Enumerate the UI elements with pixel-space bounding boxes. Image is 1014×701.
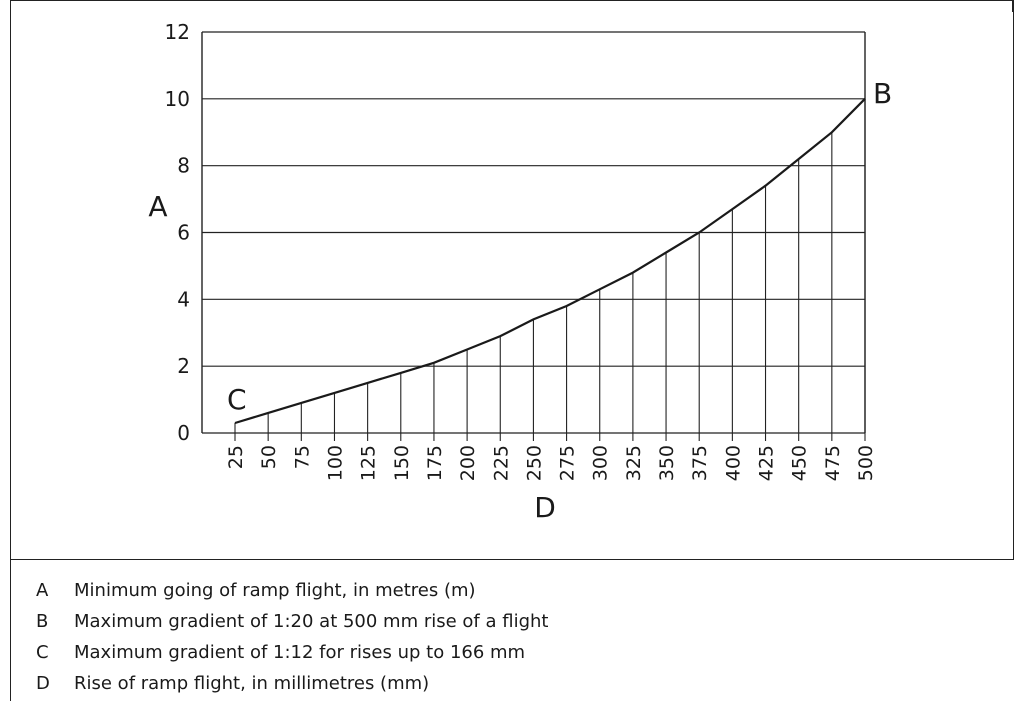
data-line	[234, 98, 866, 425]
legend-key: A	[36, 580, 49, 601]
x-tick-label: 375	[689, 445, 711, 481]
y-tick-label: 4	[177, 287, 190, 311]
y-tick-label: 0	[177, 421, 190, 445]
legend: A Minimum going of ramp flight, in metre…	[36, 575, 996, 699]
x-tick-label: 175	[424, 445, 446, 481]
x-tick-label: 250	[523, 445, 545, 481]
legend-text: Maximum gradient of 1:12 for rises up to…	[74, 642, 526, 663]
legend-key: D	[36, 673, 50, 694]
y-axis-label: A	[148, 190, 167, 223]
y-tick-label: 6	[177, 221, 190, 245]
x-tick-label: 200	[457, 445, 479, 481]
x-tick-label: 275	[557, 445, 579, 481]
legend-key: B	[36, 611, 49, 632]
legend-row-d: D Rise of ramp flight, in millimetres (m…	[36, 668, 996, 699]
x-axis-label: D	[534, 491, 556, 524]
x-tick-label: 225	[490, 445, 512, 481]
legend-text: Maximum gradient of 1:20 at 500 mm rise …	[74, 611, 549, 632]
y-tick-label: 2	[177, 354, 190, 378]
x-tick-label: 50	[258, 445, 280, 469]
y-tick-label: 10	[165, 87, 190, 111]
x-tick-label: 400	[722, 445, 744, 481]
x-tick-label: 300	[590, 445, 612, 481]
x-tick-label: 75	[291, 445, 313, 469]
legend-text: Rise of ramp flight, in millimetres (mm)	[74, 673, 430, 694]
x-tick-label: 350	[656, 445, 678, 481]
x-tick-label: 150	[391, 445, 413, 481]
annotation-c: C	[227, 383, 247, 416]
legend-text: Minimum going of ramp flight, in metres …	[74, 580, 476, 601]
figure-frame-divider	[10, 559, 1014, 560]
y-tick-label: 12	[165, 20, 190, 44]
x-tick-label: 100	[324, 445, 346, 481]
legend-key: C	[36, 642, 49, 663]
x-tick-label: 475	[822, 445, 844, 481]
x-tick-label: 450	[789, 445, 811, 481]
x-tick-label: 425	[756, 445, 778, 481]
x-tick-label: 500	[855, 445, 877, 481]
x-tick-label: 325	[623, 445, 645, 481]
x-tick-label: 125	[358, 445, 380, 481]
annotation-b: B	[873, 77, 892, 110]
legend-row-a: A Minimum going of ramp flight, in metre…	[36, 575, 996, 606]
legend-row-b: B Maximum gradient of 1:20 at 500 mm ris…	[36, 606, 996, 637]
y-tick-label: 8	[177, 154, 190, 178]
ramp-chart: 0 2 4 6 8 10 12 25 50 75 100 125 150 175 200 225 250 275 3…	[148, 20, 892, 524]
figure-frame-left	[10, 0, 11, 701]
legend-row-c: C Maximum gradient of 1:12 for rises up …	[36, 637, 996, 668]
x-tick-label: 25	[225, 445, 247, 469]
